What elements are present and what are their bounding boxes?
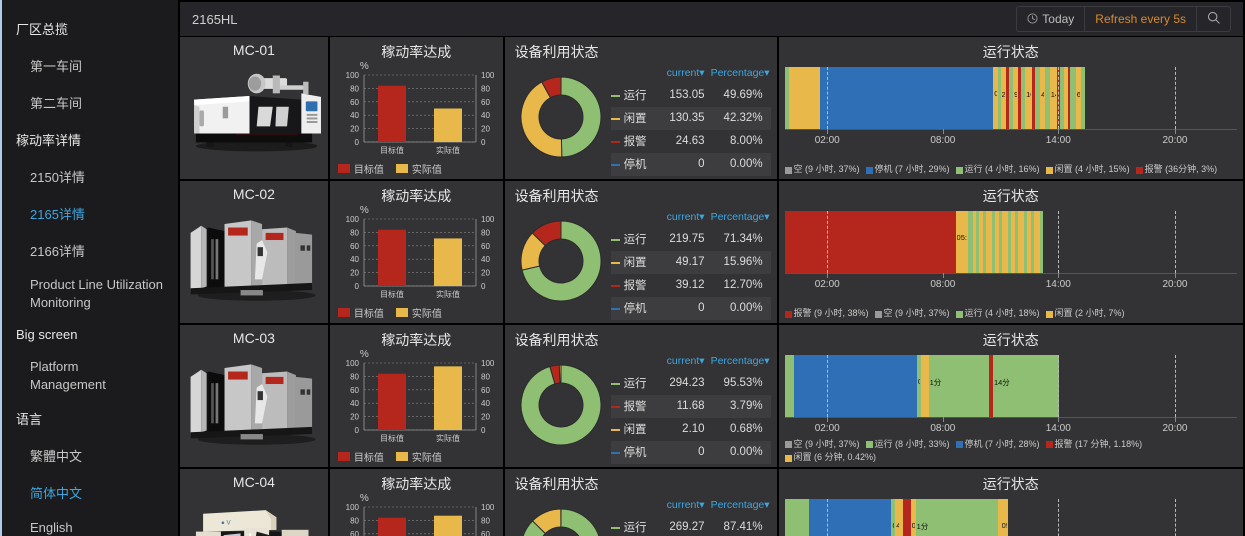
svg-text:60: 60 <box>481 98 490 107</box>
svg-text:0: 0 <box>481 282 486 291</box>
svg-text:80: 80 <box>350 84 359 93</box>
svg-text:40: 40 <box>481 399 490 408</box>
svg-text:80: 80 <box>350 516 359 525</box>
svg-text:100: 100 <box>346 359 360 368</box>
svg-text:20: 20 <box>481 269 490 278</box>
svg-text:实际值: 实际值 <box>436 145 460 155</box>
svg-text:100: 100 <box>481 71 495 80</box>
svg-text:40: 40 <box>350 111 359 120</box>
svg-text:80: 80 <box>481 228 490 237</box>
svg-text:40: 40 <box>481 111 490 120</box>
svg-text:60: 60 <box>481 386 490 395</box>
svg-text:0: 0 <box>481 426 486 435</box>
svg-text:20: 20 <box>350 269 359 278</box>
svg-text:20: 20 <box>481 413 490 422</box>
svg-text:60: 60 <box>350 530 359 536</box>
svg-text:100: 100 <box>346 503 360 512</box>
svg-text:实际值: 实际值 <box>436 289 460 299</box>
svg-text:60: 60 <box>350 242 359 251</box>
svg-text:0: 0 <box>481 138 486 147</box>
svg-text:80: 80 <box>481 84 490 93</box>
svg-text:40: 40 <box>350 255 359 264</box>
svg-text:20: 20 <box>350 125 359 134</box>
svg-text:40: 40 <box>481 255 490 264</box>
svg-text:实际值: 实际值 <box>436 433 460 443</box>
svg-text:0: 0 <box>354 282 359 291</box>
svg-text:60: 60 <box>350 98 359 107</box>
svg-text:60: 60 <box>481 530 490 536</box>
svg-text:目标值: 目标值 <box>380 433 404 443</box>
svg-text:80: 80 <box>350 372 359 381</box>
svg-text:100: 100 <box>481 215 495 224</box>
svg-text:目标值: 目标值 <box>380 289 404 299</box>
svg-text:80: 80 <box>481 516 490 525</box>
svg-text:100: 100 <box>481 503 495 512</box>
svg-text:20: 20 <box>350 413 359 422</box>
svg-text:40: 40 <box>350 399 359 408</box>
svg-text:目标值: 目标值 <box>380 145 404 155</box>
svg-text:80: 80 <box>350 228 359 237</box>
svg-text:80: 80 <box>481 372 490 381</box>
svg-text:60: 60 <box>350 386 359 395</box>
svg-text:0: 0 <box>354 138 359 147</box>
svg-text:20: 20 <box>481 125 490 134</box>
svg-text:0: 0 <box>354 426 359 435</box>
svg-text:100: 100 <box>346 215 360 224</box>
svg-text:60: 60 <box>481 242 490 251</box>
svg-text:100: 100 <box>481 359 495 368</box>
svg-text:100: 100 <box>346 71 360 80</box>
